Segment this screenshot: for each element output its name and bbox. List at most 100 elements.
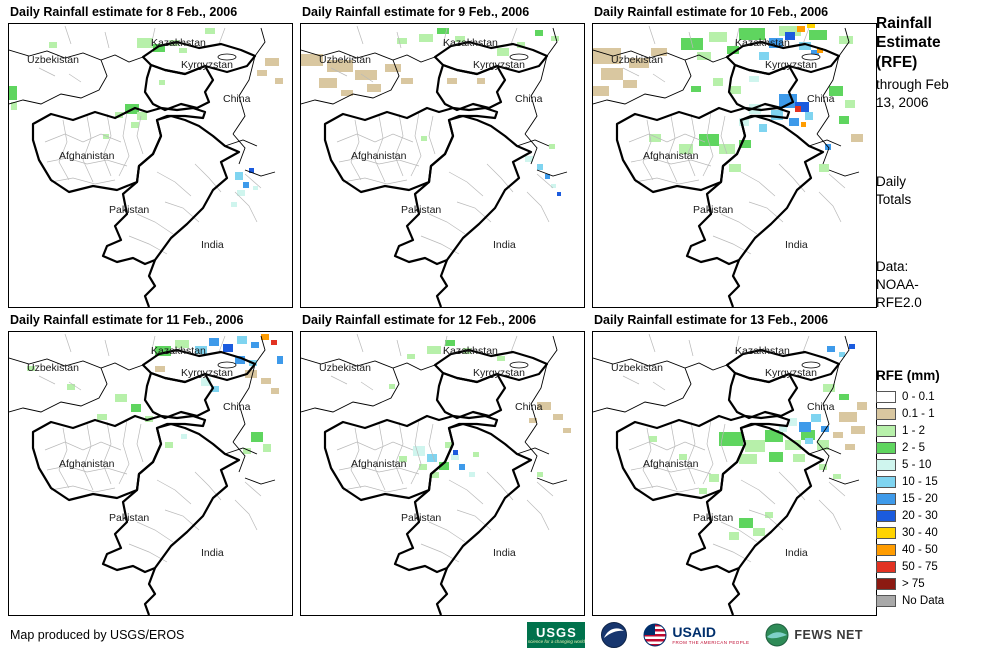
lake-issyk-kul [801, 361, 821, 368]
country-label: Kazakhstan [151, 345, 206, 357]
legend-item: 20 - 30 [876, 509, 978, 523]
country-borders-thick [615, 348, 841, 615]
rainfall-raster [593, 23, 863, 172]
country-label: Afghanistan [643, 150, 699, 162]
legend-title: RFE (mm) [876, 368, 940, 384]
usaid-logo: USAID FROM THE AMERICAN PEOPLE [643, 623, 749, 647]
legend-label: 30 - 40 [902, 526, 938, 539]
legend-item: 15 - 20 [876, 493, 978, 506]
country-label: Kazakhstan [443, 37, 498, 49]
noaa-seal-icon [601, 622, 628, 648]
legend-label: 20 - 30 [902, 509, 938, 522]
map-svg: Kazakhstan Uzbekistan Kyrgyzstan China Afgha… [301, 331, 584, 615]
map-panel-1: Daily Rainfall estimate for 8 Feb., 2006… [8, 2, 293, 308]
legend-swatch [876, 425, 896, 438]
map-canvas: Kazakhstan Uzbekistan Kyrgyzstan China Afgha… [8, 22, 293, 308]
country-label: India [785, 239, 808, 251]
country-label: Pakistan [109, 204, 149, 216]
country-label: Pakistan [109, 512, 149, 524]
legend-swatch [876, 510, 896, 523]
country-label: China [223, 93, 251, 105]
country-label: China [223, 401, 251, 413]
legend-item: 2 - 5 [876, 442, 978, 455]
usaid-wordmark: USAID [672, 624, 716, 640]
country-label: China [807, 93, 835, 105]
legend-item: 0 - 0.1 [876, 391, 978, 404]
legend-swatch [876, 459, 896, 472]
country-label: Kyrgyzstan [473, 59, 525, 71]
sidebar-title: Rainfall Estimate (RFE) [876, 15, 941, 71]
panel-title: Daily Rainfall estimate for 10 Feb., 200… [594, 5, 829, 19]
sidebar-subtitle: through Feb 13, 2006 [876, 77, 949, 110]
sidebar: Rainfall Estimate (RFE) through Feb 13, … [876, 14, 978, 612]
legend-swatch [876, 476, 896, 489]
legend-items: 0 - 0.1 0.1 - 1 1 - 2 2 - 5 5 - 10 10 - 15 15 … [876, 391, 978, 608]
map-canvas: Kazakhstan Uzbekistan Kyrgyzstan China Afgha… [592, 330, 877, 616]
legend-label: 10 - 15 [902, 475, 938, 488]
legend-item: 30 - 40 [876, 526, 978, 540]
legend-label: 50 - 75 [902, 560, 938, 573]
panel-title: Daily Rainfall estimate for 8 Feb., 2006 [10, 5, 238, 19]
admin-boundaries [622, 333, 846, 562]
country-label: Kyrgyzstan [765, 367, 817, 379]
maps-grid: Daily Rainfall estimate for 8 Feb., 2006… [8, 2, 877, 616]
legend-swatch [876, 527, 896, 540]
country-label: Kyrgyzstan [181, 367, 233, 379]
lake-issyk-kul [801, 53, 821, 61]
country-label: Uzbekistan [611, 54, 663, 66]
lake-issyk-kul [217, 361, 237, 368]
country-borders-thick [323, 348, 549, 615]
panel-title: Daily Rainfall estimate for 11 Feb., 200… [10, 312, 244, 327]
legend-item: No Data [876, 594, 978, 608]
legend-label: 0.1 - 1 [902, 407, 935, 420]
country-label: Uzbekistan [27, 54, 79, 66]
map-panel-4: Daily Rainfall estimate for 11 Feb., 200… [8, 310, 293, 616]
fewsnet-logo: FEWS NET [765, 623, 863, 647]
usaid-tagline: FROM THE AMERICAN PEOPLE [672, 640, 750, 645]
admin-boundaries [330, 333, 554, 562]
country-label: India [201, 239, 224, 251]
country-borders-thin [593, 335, 860, 484]
country-label: Kazakhstan [735, 37, 790, 49]
legend-item: 5 - 10 [876, 459, 978, 472]
panel-title: Daily Rainfall estimate for 12 Feb., 200… [302, 312, 537, 327]
country-label: Pakistan [401, 204, 441, 216]
legend-item: 10 - 15 [876, 475, 978, 489]
panel-title: Daily Rainfall estimate for 13 Feb., 200… [594, 312, 829, 327]
country-label: India [493, 547, 516, 559]
usaid-flag-icon [643, 623, 667, 647]
legend-swatch [876, 561, 896, 574]
map-svg: Kazakhstan Uzbekistan Kyrgyzstan China Afgha… [301, 23, 584, 307]
fewsnet-wordmark: FEWS NET [794, 628, 863, 642]
country-label: China [515, 401, 543, 413]
country-label: Afghanistan [351, 458, 407, 470]
lake-issyk-kul [509, 53, 529, 61]
map-canvas: Kazakhstan Uzbekistan Kyrgyzstan China Afgha… [300, 22, 585, 308]
map-canvas: Kazakhstan Uzbekistan Kyrgyzstan China Afgha… [8, 330, 293, 616]
rainfall-raster [27, 333, 283, 454]
usgs-logo-box: USGS science for a changing world [527, 622, 586, 648]
legend-swatch [876, 442, 896, 455]
country-label: Afghanistan [59, 150, 115, 162]
country-label: Uzbekistan [319, 54, 371, 66]
legend-swatch [876, 544, 896, 557]
footer: Map produced by USGS/EROS USGS science f… [10, 622, 975, 648]
country-label: China [515, 93, 543, 105]
country-label: Kyrgyzstan [181, 59, 233, 71]
country-borders-thick [615, 40, 841, 307]
country-label: Pakistan [401, 512, 441, 524]
country-label: Uzbekistan [27, 362, 79, 374]
legend-swatch [876, 595, 896, 608]
legend-swatch [876, 391, 896, 404]
usgs-wordmark: USGS [535, 624, 577, 640]
country-borders-thick [31, 40, 257, 307]
fewsnet-globe-icon [765, 623, 789, 647]
legend-label: No Data [902, 594, 945, 607]
legend-item: 40 - 50 [876, 544, 978, 557]
map-panel-6: Daily Rainfall estimate for 13 Feb., 200… [592, 310, 877, 616]
rainfall-raster [301, 27, 561, 196]
country-label: Afghanistan [643, 458, 699, 470]
map-panel-3: Daily Rainfall estimate for 10 Feb., 200… [592, 2, 877, 308]
rainfall-raster [649, 343, 867, 540]
map-panel-2: Daily Rainfall estimate for 9 Feb., 2006… [300, 2, 585, 308]
